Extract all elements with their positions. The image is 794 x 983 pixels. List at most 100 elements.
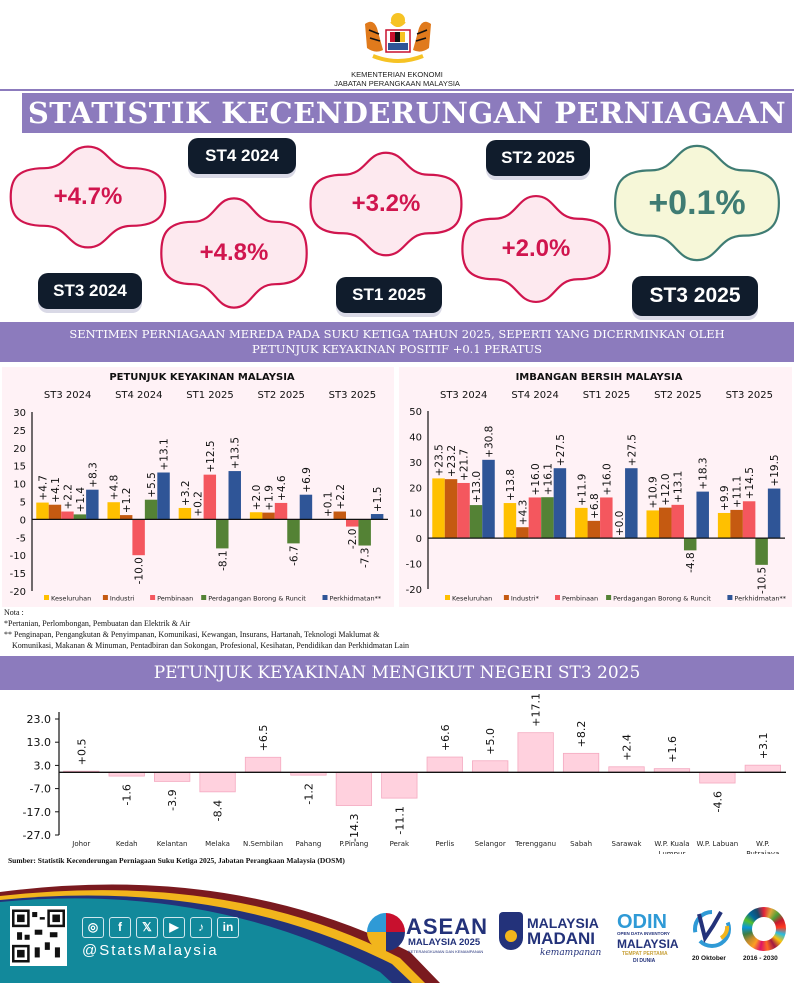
bar (683, 538, 697, 551)
data-label: +16.0 (530, 463, 542, 495)
y-tick-label: 23.0 (27, 713, 52, 726)
bar (119, 515, 133, 520)
legend-label: Keseluruhan (452, 595, 492, 603)
asean-tagline: KETERANGKUMAN DAN KEMAMPANAN (408, 949, 484, 954)
chart-title: IMBANGAN BERSIH MALAYSIA (516, 372, 683, 383)
data-label: +16.1 (542, 463, 554, 495)
state-label: Terengganu (514, 840, 556, 848)
y-tick-label: 50 (409, 407, 422, 418)
x-icon[interactable]: 𝕏 (136, 917, 158, 938)
bar (370, 514, 384, 520)
data-label: +4.3 (517, 500, 529, 526)
state-label: P.Pinang (339, 840, 368, 848)
ministry-name: KEMENTERIAN EKONOMI JABATAN PERANGKAAN M… (0, 70, 794, 88)
ministry-line-2: JABATAN PERANGKAAN MALAYSIA (334, 79, 460, 88)
odin-line-4: TEMPAT PERTAMA (622, 951, 668, 957)
data-label: +9.9 (719, 485, 731, 511)
madani-logo-icon (499, 912, 523, 950)
linkedin-icon[interactable]: in (217, 917, 239, 938)
sdg-years: 2016 - 2030 (743, 955, 778, 962)
data-label: -14.3 (348, 814, 361, 842)
data-label: +1.6 (666, 736, 679, 763)
state-label: Kedah (116, 840, 138, 848)
y-tick-label: 5 (20, 498, 26, 509)
y-tick-label: 30 (13, 408, 26, 419)
data-label: +2.2 (62, 484, 74, 510)
y-tick-label: -5 (16, 533, 26, 544)
bar (144, 499, 158, 520)
quarter-label: ST3 2025 (632, 276, 758, 316)
y-tick-label: 10 (13, 480, 26, 491)
legend-swatch (150, 595, 156, 600)
legend-swatch (606, 595, 612, 600)
bar (228, 471, 241, 520)
legend-swatch (44, 595, 49, 600)
social-handle[interactable]: @StatsMalaysia (82, 942, 219, 959)
bar (107, 502, 120, 520)
youtube-icon[interactable]: ▶ (163, 917, 185, 938)
state-label: Pahang (296, 840, 322, 848)
y-tick-label: 3.0 (34, 759, 52, 772)
y-tick-label: -17.0 (23, 806, 51, 819)
highlight-blob: +0.1% (608, 135, 786, 271)
data-label: +8.3 (87, 462, 99, 488)
data-label: +2.2 (335, 484, 347, 510)
data-label: +4.1 (50, 477, 62, 503)
data-label: +11.9 (576, 474, 588, 506)
state-label: Selangor (475, 840, 506, 848)
y-tick-label: -10 (10, 551, 26, 562)
notes: Nota : *Pertanian, Perlombongan, Pembuat… (4, 607, 794, 651)
data-label: +0.2 (192, 491, 204, 517)
state-confidence-chart: 23.0 13.0 3.0 -7.0 -17.0 -27.0 +0.5 Johor -1.6 Ke… (23, 693, 786, 854)
blob-shape (155, 188, 313, 318)
qr-code[interactable] (10, 906, 67, 966)
data-label: +19.5 (769, 454, 781, 486)
facebook-icon[interactable]: f (109, 917, 131, 938)
y-tick-label: 0 (416, 534, 422, 545)
bar (262, 512, 275, 520)
data-label: -1.2 (302, 783, 315, 804)
y-tick-label: -7.0 (30, 783, 51, 796)
state-label: W.P. Putrajaya (746, 840, 779, 854)
notes-heading: Nota : (4, 608, 24, 617)
page-title: STATISTIK KECENDERUNGAN PERNIAGAAN (22, 93, 792, 133)
bar (345, 519, 359, 527)
data-label: -6.7 (288, 545, 300, 566)
tiktok-icon[interactable]: ♪ (190, 917, 212, 938)
summary-line-2: PETUNJUK KEYAKINAN POSITIF +0.1 PERATUS (251, 342, 543, 356)
bar (516, 527, 529, 539)
bar (587, 520, 601, 539)
highlight-value: +4.8% (199, 239, 269, 266)
bar (457, 482, 470, 539)
bar (625, 468, 638, 539)
data-label: +6.8 (589, 493, 601, 519)
summary-banner: SENTIMEN PERNIAGAAN MEREDA PADA SUKU KET… (0, 322, 794, 362)
bar (299, 494, 313, 520)
chart-title: PETUNJUK KEYAKINAN MALAYSIA (109, 372, 295, 383)
data-label: +4.6 (276, 475, 288, 501)
y-tick-label: 0 (20, 515, 26, 526)
bar (86, 489, 99, 520)
data-label: -2.0 (347, 529, 359, 550)
legend-label: Perkhidmatan** (734, 595, 786, 603)
data-label: +13.5 (230, 437, 242, 469)
legend-swatch (727, 595, 733, 600)
highlight-blob: +3.2% (304, 143, 468, 265)
highlight-value: +2.0% (501, 235, 571, 262)
ministry-line-1: KEMENTERIAN EKONOMI (351, 70, 443, 79)
net-balance-chart: IMBANGAN BERSIH MALAYSIA 50 40 30 20 10 0 -10 -2… (406, 372, 787, 603)
data-label: +3.1 (757, 732, 770, 759)
data-label: +1.5 (372, 487, 384, 513)
data-label: +2.0 (251, 485, 263, 511)
bar (541, 497, 554, 539)
blob-shape (4, 137, 172, 257)
coat-of-arms-icon (357, 10, 439, 68)
bar (216, 519, 229, 549)
data-label: +1.9 (264, 485, 276, 511)
state-bar (562, 752, 600, 773)
bar (503, 503, 517, 539)
state-bar (744, 764, 781, 773)
instagram-icon[interactable]: ◎ (82, 917, 104, 938)
state-label: Kelantan (157, 840, 188, 848)
legend-swatch (555, 595, 560, 600)
